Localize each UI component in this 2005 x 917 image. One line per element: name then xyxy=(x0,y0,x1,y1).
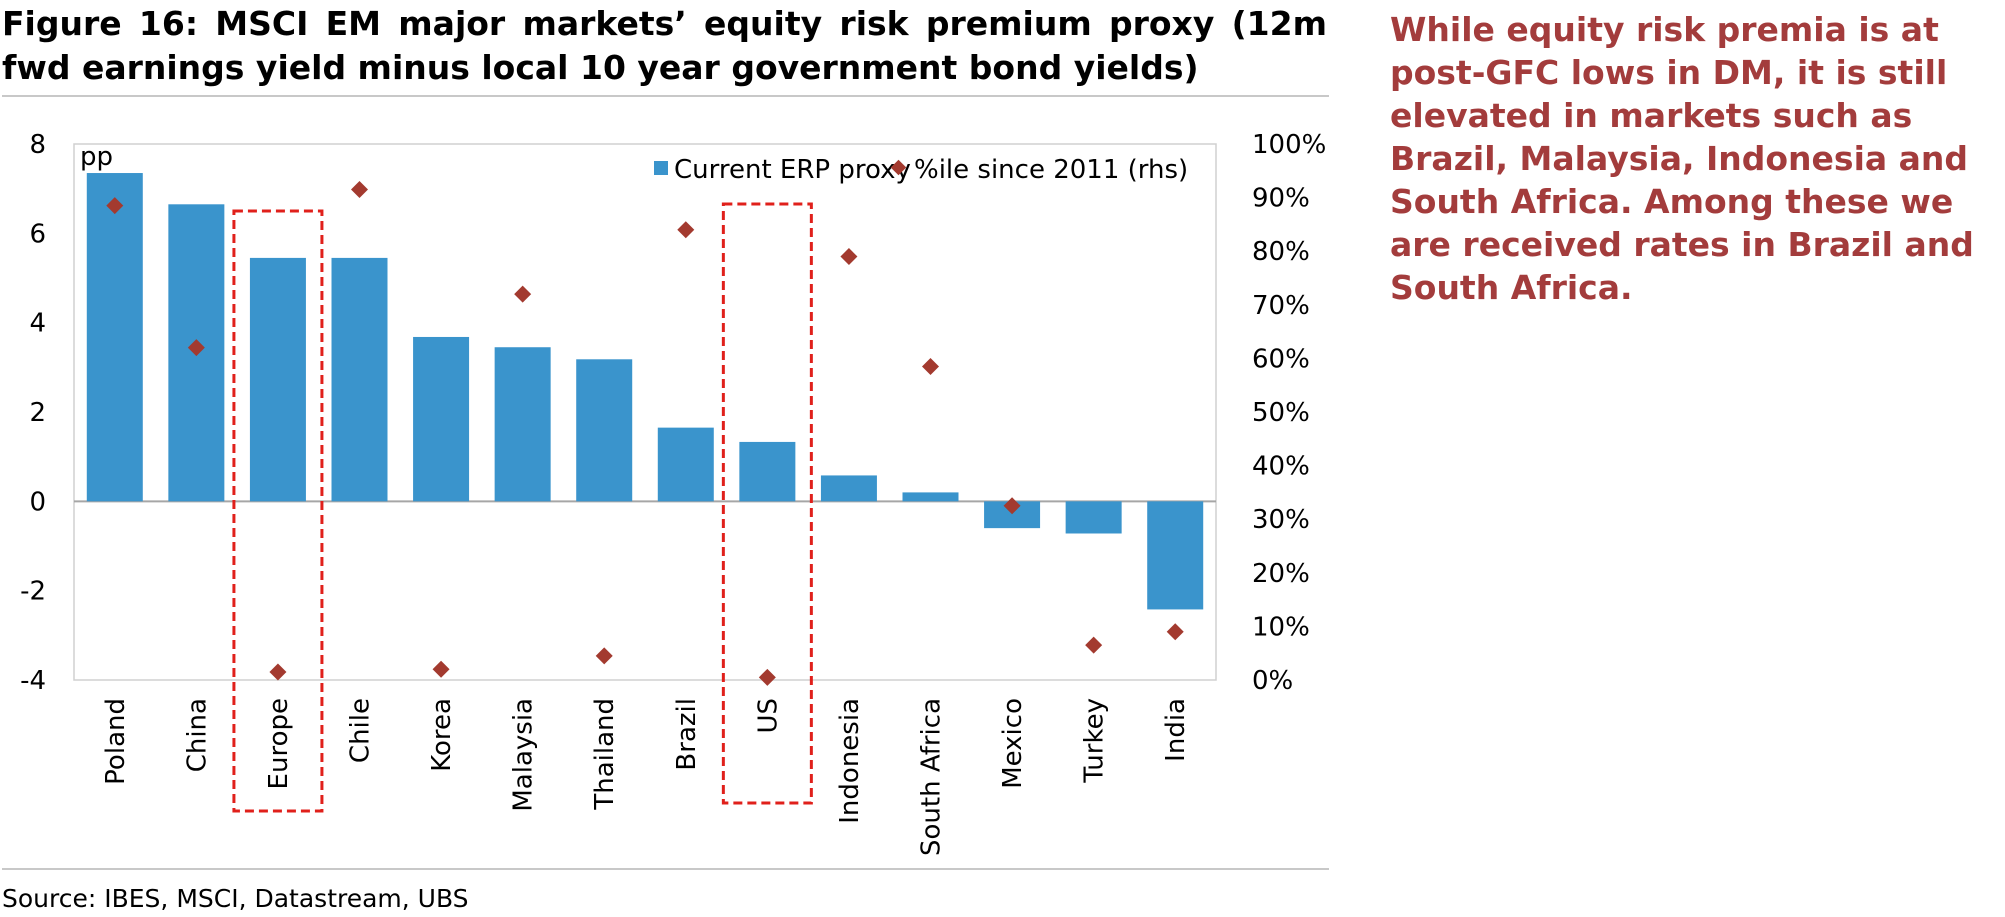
legend-bar-label: Current ERP proxy xyxy=(674,155,911,185)
commentary-text: While equity risk premia is at post-GFC … xyxy=(1390,10,1974,307)
category-label: Korea xyxy=(427,698,457,772)
bar-india xyxy=(1147,501,1204,610)
left-axis-tick-label: 0 xyxy=(29,487,46,517)
category-label: Brazil xyxy=(672,698,702,771)
footer-divider xyxy=(2,868,1329,870)
source-note: Source: IBES, MSCI, Datastream, UBS xyxy=(2,884,469,913)
highlight-box-europe xyxy=(232,209,324,813)
percentile-point-mexico xyxy=(1003,497,1021,515)
percentile-point-brazil xyxy=(677,221,695,239)
percentile-point-poland xyxy=(106,197,124,215)
category-label: South Africa xyxy=(917,698,947,856)
category-label: Malaysia xyxy=(509,698,539,812)
erp-chart: -4-2024680%10%20%30%40%50%60%70%80%90%10… xyxy=(20,130,1326,856)
category-label: Mexico xyxy=(998,698,1028,789)
labels-layer: Poland China Europe Chile Korea Malaysia Thail… xyxy=(101,698,1191,856)
percentile-point-europe xyxy=(269,663,287,681)
category-label: Thailand xyxy=(590,698,620,811)
bar-poland xyxy=(86,173,143,502)
bar-us xyxy=(739,441,796,502)
percentile-point-thailand xyxy=(595,647,613,665)
right-axis-tick-label: 50% xyxy=(1252,398,1310,428)
right-axis-tick-label: 30% xyxy=(1252,505,1310,535)
left-axis-tick-label: 6 xyxy=(29,219,46,249)
category-label: India xyxy=(1161,698,1191,762)
percentile-point-turkey xyxy=(1085,636,1103,654)
category-label: US xyxy=(753,698,783,734)
percentile-point-korea xyxy=(432,660,450,678)
bar-thailand xyxy=(576,359,633,502)
bar-indonesia xyxy=(820,475,877,502)
percentile-point-malaysia xyxy=(514,285,532,303)
left-axis-tick-label: -2 xyxy=(20,577,46,607)
plot-area-frame xyxy=(73,143,1217,681)
left-axis-tick-label: 4 xyxy=(29,309,46,339)
figure-title: Figure 16: MSCI EM major markets’ equity… xyxy=(2,4,1327,87)
right-axis-tick-label: 70% xyxy=(1252,291,1310,321)
highlight-layer xyxy=(232,202,813,813)
percentile-point-south-africa xyxy=(922,357,939,375)
bar-europe xyxy=(249,257,306,502)
category-label: Poland xyxy=(101,698,131,785)
left-axis-tick-label: 2 xyxy=(29,398,46,428)
bar-turkey xyxy=(1065,501,1122,534)
legend-point-label: %ile since 2011 (rhs) xyxy=(914,155,1188,185)
category-label: China xyxy=(182,698,212,772)
right-axis-tick-label: 90% xyxy=(1252,184,1310,214)
percentile-point-us xyxy=(758,668,776,686)
left-axis-tick-label: 8 xyxy=(29,130,46,160)
right-axis-tick-label: 20% xyxy=(1252,559,1310,589)
right-axis-tick-label: 100% xyxy=(1252,130,1326,160)
bar-brazil xyxy=(657,427,714,502)
right-axis-tick-label: 0% xyxy=(1252,666,1293,696)
points-layer xyxy=(106,181,1184,686)
category-label: Turkey xyxy=(1080,698,1110,784)
percentile-point-indonesia xyxy=(840,248,858,266)
category-label: Europe xyxy=(264,698,294,789)
highlight-box-us xyxy=(721,202,813,805)
right-axis-tick-label: 60% xyxy=(1252,344,1310,374)
right-axis-tick-label: 80% xyxy=(1252,237,1310,267)
bar-chile xyxy=(331,257,388,502)
bar-malaysia xyxy=(494,347,551,502)
left-axis-tick-label: -4 xyxy=(20,666,46,696)
left-axis-unit-label: pp xyxy=(80,142,113,172)
right-axis-tick-label: 10% xyxy=(1252,612,1310,642)
right-axis-tick-label: 40% xyxy=(1252,452,1310,482)
percentile-point-china xyxy=(187,339,205,357)
legend-bar-swatch xyxy=(654,161,668,175)
percentile-point-chile xyxy=(351,181,368,199)
bar-south-africa xyxy=(902,492,959,502)
bars-layer xyxy=(86,173,1204,610)
category-label: Indonesia xyxy=(835,698,865,824)
title-divider xyxy=(2,95,1329,97)
legend: Current ERP proxy %ile since 2011 (rhs) xyxy=(654,155,1188,185)
category-label: Chile xyxy=(346,698,376,763)
percentile-point-india xyxy=(1166,623,1184,641)
bar-korea xyxy=(413,336,470,502)
